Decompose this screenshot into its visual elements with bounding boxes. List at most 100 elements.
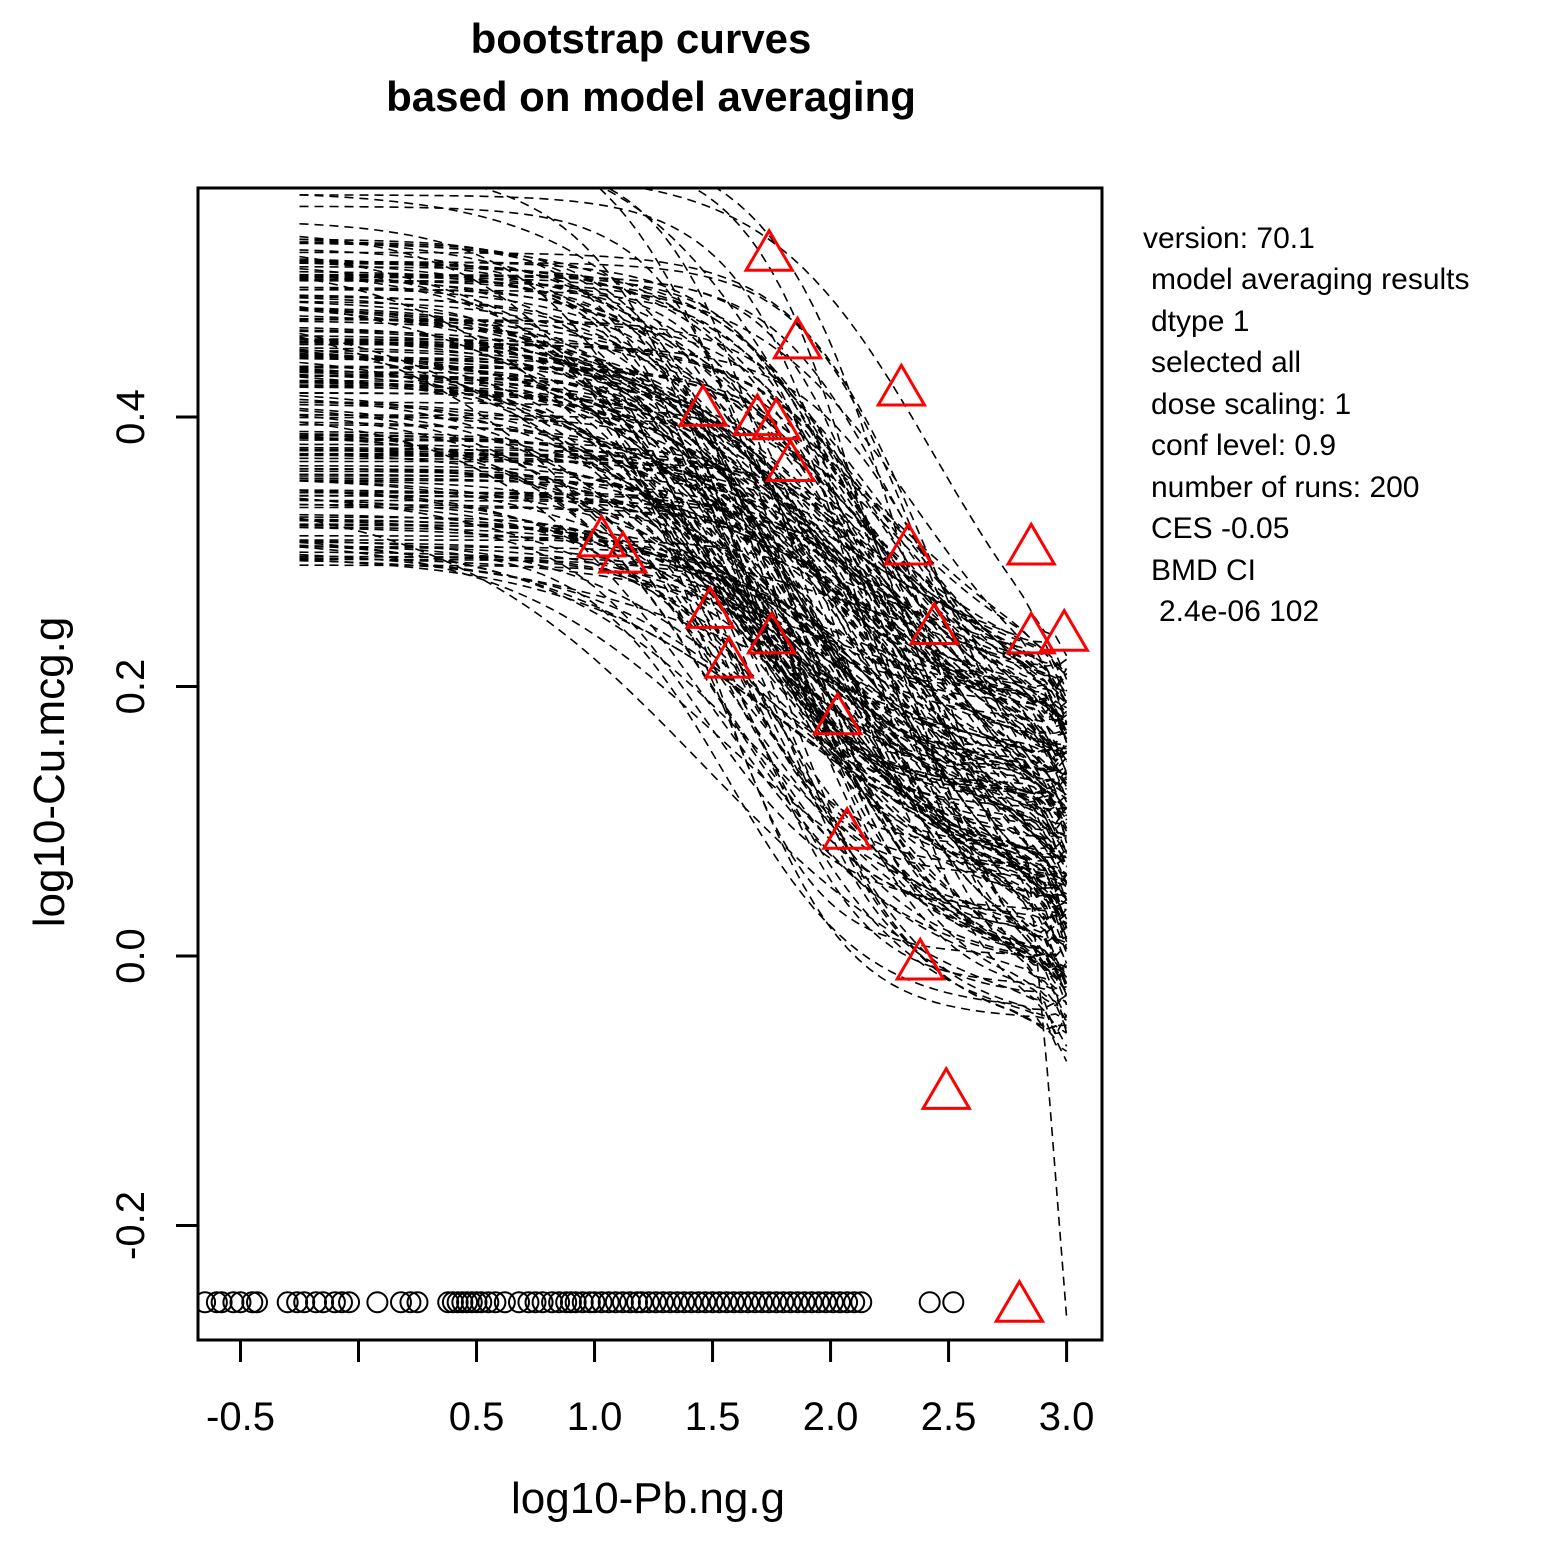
bootstrap-curve	[299, 401, 1068, 732]
dose-marker	[366, 1291, 389, 1314]
bootstrap-curve	[299, 349, 1068, 993]
info-panel: version: 70.1 model averaging results dt…	[1143, 222, 1470, 628]
bootstrap-curve	[299, 371, 1068, 715]
x-axis: -0.5 0.5 1.0 1.5 2.0 2.5 3.0	[206, 1340, 1094, 1439]
bootstrap-curve	[299, 479, 1068, 844]
x-axis-label: log10-Pb.ng.g	[511, 1474, 785, 1523]
dose-marker	[508, 1291, 531, 1314]
x-tick-label: 0.5	[449, 1395, 505, 1439]
y-tick-label: 0.0	[109, 928, 153, 984]
dose-marker	[451, 1291, 474, 1314]
bootstrap-curve	[299, 351, 1068, 807]
x-tick-label: 3.0	[1039, 1395, 1095, 1439]
dose-marker	[751, 1291, 774, 1314]
dose-marker	[618, 1291, 641, 1314]
dose-marker	[611, 1291, 634, 1314]
dose-marker	[836, 1291, 859, 1314]
bootstrap-curve	[299, 294, 1067, 752]
bootstrap-curve	[299, 475, 1068, 781]
dose-marker	[531, 1291, 554, 1314]
dose-marker	[765, 1291, 788, 1314]
bootstrap-curve	[299, 259, 1068, 704]
observed-point	[731, 392, 784, 437]
bootstrap-curve	[299, 329, 1067, 728]
observed-point	[743, 227, 795, 272]
bootstrap-curve	[299, 338, 1067, 895]
bootstrap-curve	[299, 403, 1067, 814]
dose-marker	[942, 1291, 965, 1314]
dose-marker	[666, 1291, 689, 1314]
bootstrap-curve	[601, 188, 1068, 683]
bootstrap-curve	[299, 494, 1068, 727]
dose-marker	[829, 1291, 852, 1314]
dose-marker	[210, 1291, 233, 1314]
bootstrap-curve	[299, 559, 1068, 892]
bootstrap-curve	[299, 273, 1068, 934]
bootstrap-curve	[299, 503, 1067, 859]
bootstrap-curve	[299, 336, 1067, 972]
dose-marker	[722, 1291, 745, 1314]
x-tick-label: -0.5	[206, 1395, 275, 1439]
dose-marker	[590, 1291, 613, 1314]
y-tick-label: -0.2	[109, 1191, 153, 1260]
observed-point	[764, 437, 817, 482]
bootstrap-curve	[299, 407, 1067, 753]
dose-marker	[559, 1291, 582, 1314]
dose-marker	[793, 1291, 816, 1314]
bootstrap-curve	[299, 286, 1068, 958]
observed-point	[920, 1065, 972, 1110]
dose-marker	[814, 1291, 837, 1314]
bootstrap-curve	[299, 352, 1068, 869]
bootstrap-curve	[299, 503, 1067, 881]
dose-marker	[772, 1291, 795, 1314]
dose-marker	[673, 1291, 696, 1314]
observed-point	[1005, 610, 1057, 655]
bootstrap-curve	[299, 297, 1068, 832]
bootstrap-curve	[299, 489, 1068, 825]
bootstrap-curve	[299, 453, 1068, 795]
bootstrap-curve	[299, 479, 1068, 695]
y-axis-label: log10-Cu.mcg.g	[25, 617, 74, 928]
bootstrap-curve	[299, 235, 1068, 1047]
info-selected: selected all	[1151, 346, 1301, 379]
dose-marker	[517, 1291, 540, 1314]
dose-marker	[286, 1291, 309, 1314]
bootstrap-curve	[299, 339, 1067, 914]
info-dtype: dtype 1	[1151, 305, 1249, 338]
bootstrap-curve	[299, 357, 1068, 866]
bootstrap-curve	[299, 439, 1068, 699]
bootstrap-curve	[299, 379, 1068, 715]
dose-marker	[205, 1291, 228, 1314]
y-tick-label: 0.2	[109, 659, 153, 715]
bootstrap-curve	[299, 392, 1067, 859]
bootstrap-curve	[299, 338, 1068, 740]
bootstrap-curve	[299, 517, 1067, 1027]
bootstrap-curve	[299, 270, 1067, 887]
bootstrap-curve	[299, 524, 1068, 1030]
bootstrap-curve	[299, 374, 1068, 863]
bootstrap-curve	[299, 449, 1068, 724]
dose-marker	[456, 1291, 479, 1314]
observed-point	[1038, 607, 1090, 652]
bootstrap-curve	[299, 267, 1068, 900]
bootstrap-curve	[299, 279, 1067, 694]
dose-marker	[644, 1291, 667, 1314]
dose-marker	[687, 1291, 710, 1314]
bootstrap-curve	[299, 424, 1067, 755]
bootstrap-curve	[299, 286, 1068, 963]
bootstrap-curve	[299, 491, 1067, 757]
dose-marker	[701, 1291, 724, 1314]
bootstrap-curve	[299, 369, 1068, 704]
bootstrap-curve	[299, 526, 1068, 715]
bootstrap-curve	[299, 342, 1068, 786]
dose-marker	[555, 1291, 578, 1314]
bootstrap-curve	[299, 477, 1068, 1009]
dose-marker	[406, 1291, 429, 1314]
chart-title-line-1: bootstrap curves	[471, 15, 812, 62]
dose-marker	[597, 1291, 620, 1314]
dose-marker	[229, 1291, 252, 1314]
bootstrap-curve	[299, 435, 1068, 985]
bootstrap-curve	[299, 375, 1068, 744]
bootstrap-curve	[299, 258, 1067, 837]
dose-marker	[330, 1291, 353, 1314]
